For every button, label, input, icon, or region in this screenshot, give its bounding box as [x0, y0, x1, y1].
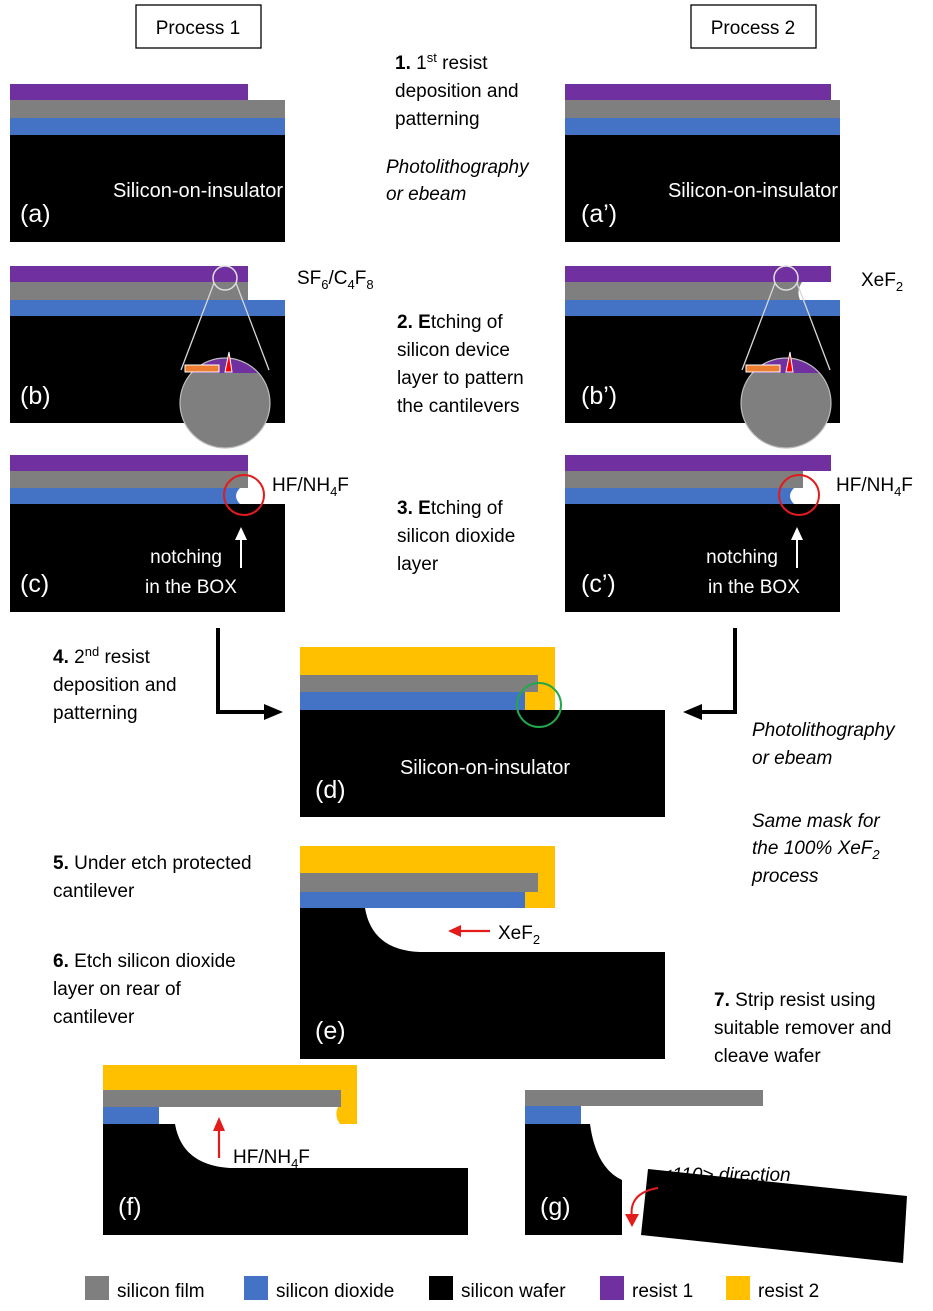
svg-text:3. Etching of: 3. Etching of [397, 498, 503, 519]
legend-swatch-resist-1 [600, 1276, 624, 1300]
svg-text:the cantilevers: the cantilevers [397, 396, 520, 417]
soi-label: Silicon-on-insulator [113, 180, 283, 202]
panel-label-d: (d) [315, 776, 346, 804]
svg-text:silicon device: silicon device [397, 340, 510, 361]
svg-text:cantilever: cantilever [53, 1007, 135, 1028]
panel-a-prime: Silicon-on-insulator (a’) [565, 84, 840, 242]
flow-arrow-left [216, 628, 283, 720]
notching-label: notching [150, 547, 222, 568]
svg-text:cleave wafer: cleave wafer [714, 1046, 821, 1067]
step-1-text: 1. 1st resist deposition and patterning … [386, 50, 530, 205]
legend-label: resist 1 [632, 1281, 693, 1302]
legend-swatch-resist-2 [726, 1276, 750, 1300]
legend-label: silicon dioxide [276, 1281, 394, 1302]
xef2-label: XeF2 [498, 923, 540, 947]
svg-text:patterning: patterning [395, 109, 480, 130]
step-2-text: 2. Etching of silicon device layer to pa… [397, 312, 524, 417]
svg-text:deposition and: deposition and [395, 81, 519, 102]
panel-d: Silicon-on-insulator (d) [300, 647, 665, 817]
svg-text:suitable remover and: suitable remover and [714, 1018, 891, 1039]
svg-text:cantilever: cantilever [53, 881, 135, 902]
svg-text:layer: layer [397, 554, 439, 575]
panel-f: HF/NH4F (f) [103, 1065, 468, 1235]
step-4-text: 4. 2nd resist deposition and patterning … [53, 644, 896, 887]
svg-text:or ebeam: or ebeam [752, 748, 832, 769]
process2-header: Process 2 [690, 4, 817, 49]
panel-e: XeF2 (e) [300, 846, 665, 1059]
panel-b-prime: (b’) XeF2 [565, 265, 903, 449]
legend-swatch-silicon-film [85, 1276, 109, 1300]
svg-text:deposition and: deposition and [53, 675, 177, 696]
direction-label: <110> direction [661, 1165, 791, 1186]
svg-text:5. Under etch protected: 5. Under etch protected [53, 853, 252, 874]
svg-text:layer on rear of: layer on rear of [53, 979, 182, 1000]
legend-label: silicon film [117, 1281, 205, 1302]
hf-label: HF/NH4F [272, 475, 349, 499]
panel-a: Silicon-on-insulator (a) [10, 84, 285, 242]
panel-label-a: (a) [20, 200, 51, 228]
panel-label-b: (b) [20, 382, 51, 410]
soi-label: Silicon-on-insulator [400, 757, 570, 779]
panel-c: notching in the BOX (c) HF/NH4F [10, 455, 349, 612]
xef2-label: XeF2 [861, 270, 903, 294]
svg-text:6. Etch silicon dioxide: 6. Etch silicon dioxide [53, 951, 236, 972]
svg-text:4. 2nd resist: 4. 2nd resist [53, 644, 151, 668]
step-6-text: 6. Etch silicon dioxide layer on rear of… [53, 951, 236, 1028]
legend-swatch-silicon-dioxide [244, 1276, 268, 1300]
legend-label: silicon wafer [461, 1281, 566, 1302]
in-the-box-label: in the BOX [708, 577, 800, 598]
panel-label-c: (c) [20, 570, 49, 598]
panel-label-a-prime: (a’) [581, 200, 617, 228]
svg-text:Photolithography: Photolithography [386, 157, 530, 178]
legend: silicon film silicon dioxide silicon waf… [85, 1276, 819, 1302]
sf6-c4f8-label: SF6/C4F8 [297, 268, 374, 292]
panel-b: (b) SF6/C4F8 [10, 265, 374, 449]
hf-label: HF/NH4F [836, 475, 913, 499]
svg-text:process: process [751, 866, 819, 887]
svg-text:or ebeam: or ebeam [386, 184, 466, 205]
panel-label-e: (e) [315, 1017, 346, 1045]
legend-swatch-silicon-wafer [429, 1276, 453, 1300]
svg-text:Process 2: Process 2 [711, 18, 795, 39]
panel-label-b-prime: (b’) [581, 382, 617, 410]
in-the-box-label: in the BOX [145, 577, 237, 598]
panel-label-g: (g) [540, 1193, 571, 1221]
soi-label: Silicon-on-insulator [668, 180, 838, 202]
step-5-text: 5. Under etch protected cantilever [53, 853, 252, 902]
svg-text:1. 1st resist: 1. 1st resist [395, 50, 488, 74]
panel-g: <110> direction (g) [525, 1090, 907, 1263]
svg-text:Process 1: Process 1 [156, 18, 240, 39]
svg-text:7. Strip resist using: 7. Strip resist using [714, 990, 876, 1011]
svg-text:Photolithography: Photolithography [752, 720, 896, 741]
svg-text:patterning: patterning [53, 703, 138, 724]
svg-text:2. Etching of: 2. Etching of [397, 312, 503, 333]
notching-label: notching [706, 547, 778, 568]
process1-header: Process 1 [135, 4, 262, 49]
svg-text:layer to pattern: layer to pattern [397, 368, 524, 389]
hf-label: HF/NH4F [233, 1147, 310, 1171]
legend-label: resist 2 [758, 1281, 819, 1302]
panel-c-prime: notching in the BOX (c’) HF/NH4F [565, 455, 913, 612]
step-7-text: 7. Strip resist using suitable remover a… [714, 990, 891, 1067]
step-3-text: 3. Etching of silicon dioxide layer [397, 498, 515, 575]
svg-text:Same mask for: Same mask for [752, 811, 880, 832]
svg-text:silicon dioxide: silicon dioxide [397, 526, 515, 547]
panel-label-f: (f) [118, 1193, 142, 1221]
svg-text:the 100% XeF2: the 100% XeF2 [752, 838, 880, 862]
panel-label-c-prime: (c’) [581, 570, 616, 598]
flow-arrow-right [683, 628, 737, 720]
